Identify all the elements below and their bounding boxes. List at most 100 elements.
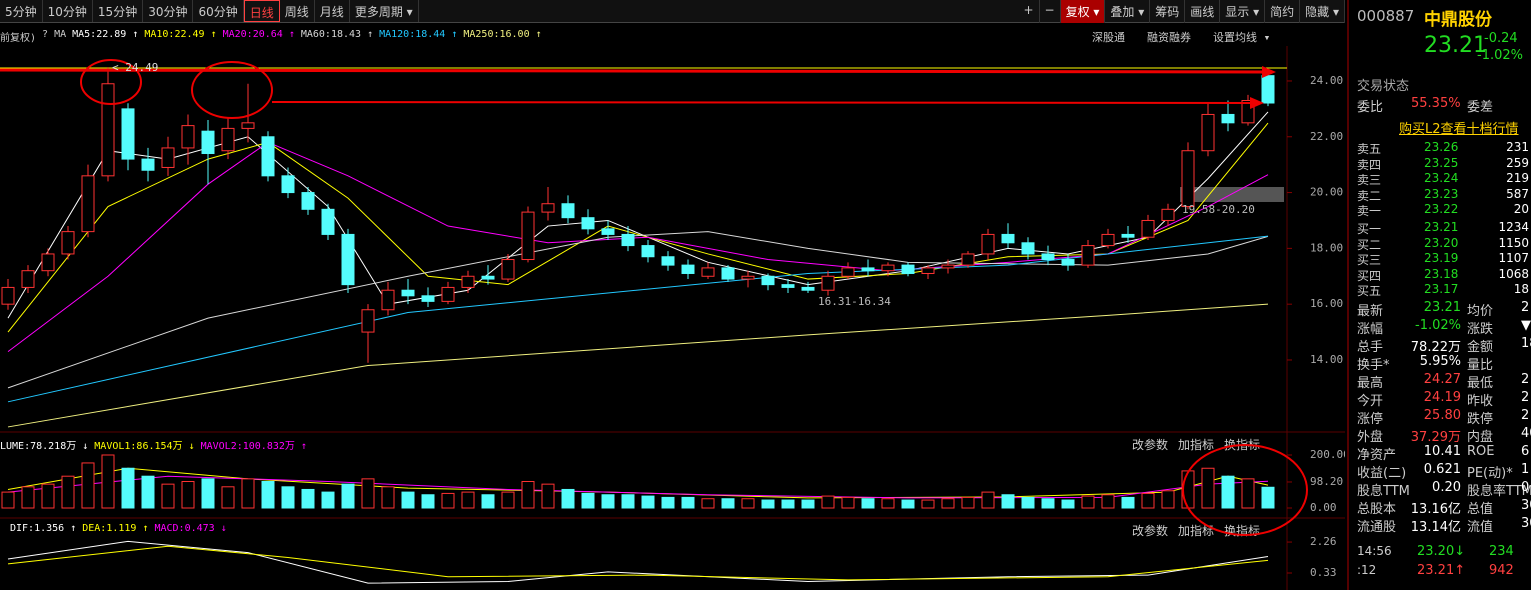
tool-button[interactable]: + (1018, 0, 1040, 23)
y-tick-label: 200.00 (1310, 448, 1345, 461)
tool-button[interactable]: 叠加 ▾ (1105, 0, 1151, 23)
book-label: 买五 (1357, 284, 1382, 298)
volume-bar (681, 496, 695, 509)
link[interactable]: 融资融券 (1147, 31, 1191, 44)
candle-body (1121, 233, 1135, 238)
tick-time: :12 (1357, 563, 1377, 577)
volume-bar (721, 498, 735, 509)
period-tab[interactable]: 更多周期 ▾ (350, 0, 419, 22)
volume-bar (381, 486, 395, 509)
volume-bar (1241, 478, 1255, 509)
period-tab[interactable]: 15分钟 (93, 0, 144, 22)
help[interactable]: ? (42, 29, 49, 40)
volume-bar (1021, 496, 1035, 509)
ma-line (7, 475, 1269, 499)
candle-body (101, 83, 115, 177)
ma-line (7, 231, 1269, 389)
book-label: 卖一 (1357, 204, 1382, 218)
volume-bar (201, 478, 215, 509)
volume-bar (501, 491, 515, 509)
volume-bar (581, 492, 595, 509)
volume-bar (641, 495, 655, 509)
candle-body (381, 289, 395, 311)
book-price: 23.24 (1424, 171, 1459, 185)
annotation: < 24.49 (112, 61, 158, 74)
panel-button[interactable]: 改参数 (1132, 438, 1169, 452)
stat-value: 5.95% (1419, 354, 1461, 369)
volume-bar (941, 498, 955, 509)
panel-button[interactable]: 改参数 (1132, 524, 1169, 538)
link[interactable]: 深股通 (1092, 31, 1125, 44)
candle-body (681, 264, 695, 274)
quote-panel: 000887 中鼎股份 23.21 -0.24 -1.02% 交易状态 委比 5… (1347, 0, 1531, 590)
tool-button[interactable]: 显示 ▾ (1220, 0, 1266, 23)
tool-button[interactable]: − (1040, 0, 1061, 23)
period-tab[interactable]: 日线 (243, 0, 280, 22)
panel-button[interactable]: 加指标 (1178, 524, 1215, 538)
book-label: 买二 (1357, 237, 1382, 252)
volume-bar (521, 481, 535, 509)
stat-value: 78.22万 (1410, 340, 1461, 355)
period-tab[interactable]: 月线 (315, 0, 350, 22)
tool-button[interactable]: 隐藏 ▾ (1300, 0, 1345, 23)
volume-bar (881, 498, 895, 509)
volume-bar (541, 483, 555, 509)
ma-line (7, 545, 1269, 581)
volume-bar (1041, 498, 1055, 509)
chart: 24.00 22.00 20.00 18.00 16.00 14.00 200.00 98.2… (0, 46, 1345, 590)
book-label: 卖三 (1357, 173, 1382, 187)
ma-label: MA (54, 29, 67, 40)
stat-label: 内盘 (1467, 430, 1494, 445)
change: -0.24 (1484, 31, 1518, 46)
book-label: 买三 (1357, 253, 1382, 267)
volume-bar (921, 499, 935, 509)
period-tab[interactable]: 10分钟 (43, 0, 93, 22)
volume-bar (601, 494, 615, 509)
book-price: 23.18 (1424, 266, 1459, 281)
stat-label: 流值 (1467, 520, 1494, 535)
stat-label: 股息TTM (1357, 484, 1410, 499)
candle-body (941, 264, 955, 269)
legend-entry: MAVOL2:100.832万 ↑ (200, 441, 307, 452)
stat-value: 37.29万 (1410, 430, 1461, 445)
tool-button[interactable]: 画线 (1185, 0, 1221, 23)
candle-body (861, 267, 875, 272)
l2-link[interactable]: 购买L2查看十档行情 (1399, 122, 1519, 137)
legend-entry: MACD:0.473 ↓ (154, 523, 227, 534)
volume-bar (961, 496, 975, 509)
volume-bar (701, 498, 715, 509)
volume-bar (1221, 475, 1235, 509)
tool-button[interactable]: 筹码 (1150, 0, 1186, 23)
stat-value: 23.21 (1423, 300, 1461, 315)
candle-body (821, 275, 835, 291)
tool-button[interactable]: 复权 ▾ (1060, 0, 1106, 23)
link[interactable]: 设置均线 ▾ (1213, 31, 1271, 44)
stat-label: 流通股 (1357, 520, 1397, 535)
y-tick-label: 2.26 (1310, 535, 1337, 548)
period-tab[interactable]: 周线 (280, 0, 315, 22)
panel-button[interactable]: 加指标 (1178, 438, 1215, 452)
candle-body (1101, 233, 1115, 247)
candle-body (281, 175, 295, 194)
legend-entry: MA120:18.44 ↑ (379, 29, 458, 40)
book-size: 1068 (1498, 266, 1529, 281)
candle-body (401, 289, 415, 297)
period-tab[interactable]: 30分钟 (143, 0, 194, 22)
period-tab[interactable]: 5分钟 (0, 0, 43, 22)
book-price: 23.20 (1424, 235, 1459, 250)
stat-value: 6 (1521, 444, 1530, 459)
stat-label: 涨停 (1357, 412, 1384, 427)
tool-button[interactable]: 简约 (1265, 0, 1301, 23)
arrow (271, 101, 1256, 104)
stat-value: 10.41 (1423, 444, 1461, 459)
book-label: 买四 (1357, 268, 1382, 283)
period-tab[interactable]: 60分钟 (193, 0, 244, 22)
volume-bar (361, 478, 375, 509)
stat-label: 外盘 (1357, 430, 1384, 445)
stat-value: -1.02% (1415, 318, 1461, 333)
candle-body (921, 267, 935, 274)
candle-body (521, 211, 535, 261)
candle-body (441, 286, 455, 302)
volume-bar (1141, 492, 1155, 509)
candle-body (801, 286, 815, 291)
